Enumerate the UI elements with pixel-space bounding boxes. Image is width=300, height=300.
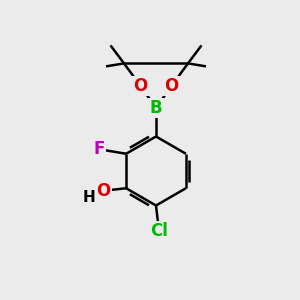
Text: O: O xyxy=(134,77,148,95)
Text: Cl: Cl xyxy=(150,222,168,240)
Text: H: H xyxy=(82,190,95,205)
Text: F: F xyxy=(93,140,105,158)
Text: O: O xyxy=(164,77,178,95)
Text: B: B xyxy=(150,99,162,117)
Text: O: O xyxy=(97,182,111,200)
